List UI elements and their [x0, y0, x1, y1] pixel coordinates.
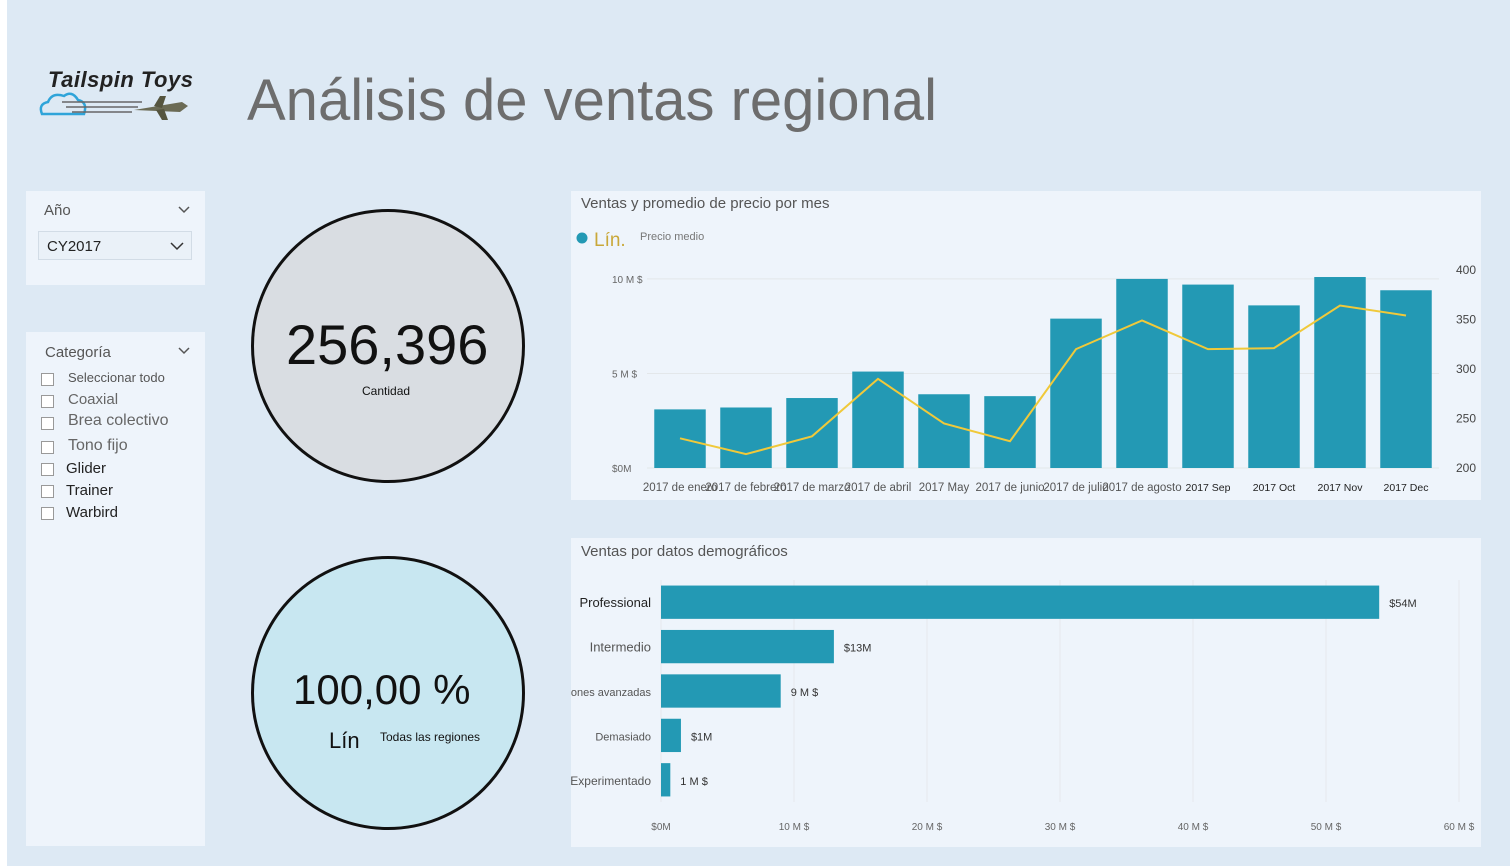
bar: [1050, 318, 1102, 468]
legend-marker-label: Lín.: [594, 230, 626, 251]
demographic-sales-plot: $0M 10 M $ 20 M $ 30 M $ 40 M $ 50 M $ 60 M $ P…: [571, 580, 1475, 833]
x-axis-tick: 2017 Sep: [1186, 482, 1231, 494]
checkbox-icon[interactable]: [41, 507, 54, 520]
percent-label: Todas las regiones: [380, 730, 481, 744]
checkbox-icon[interactable]: [41, 373, 54, 386]
right-axis-tick: 200: [1456, 461, 1476, 475]
quantity-value: 256,396: [286, 313, 489, 376]
y-axis-label: Experimentado: [571, 774, 651, 788]
x-axis-tick: 40 M $: [1178, 822, 1209, 833]
x-axis-tick: 2017 May: [919, 482, 970, 494]
right-axis-tick: 250: [1456, 411, 1476, 425]
bar: [1248, 305, 1300, 468]
x-axis-tick: 2017 de enero: [643, 482, 717, 494]
x-axis-tick: 2017 Nov: [1318, 482, 1364, 494]
category-item-label: Seleccionar todo: [68, 370, 165, 385]
bar: [918, 394, 970, 468]
x-axis-tick: 2017 de agosto: [1102, 482, 1181, 494]
bar: [720, 407, 772, 468]
bar: [661, 674, 781, 708]
category-item-label: Glider: [66, 460, 107, 477]
left-axis-tick: 5 M $: [612, 369, 637, 380]
category-slicer-title: Categoría: [45, 344, 111, 361]
chevron-down-icon[interactable]: [176, 201, 192, 217]
category-item-label: Trainer: [66, 482, 113, 499]
category-item-label: Tono fijo: [68, 437, 128, 454]
data-label: $54M: [1389, 598, 1417, 610]
right-axis-tick: 300: [1456, 362, 1476, 376]
year-dropdown-value: CY2017: [47, 238, 102, 255]
left-axis-tick: 10 M $: [612, 275, 643, 286]
legend-marker-icon: [576, 232, 588, 244]
bar: [786, 398, 838, 468]
x-axis-tick: 2017 Dec: [1384, 482, 1429, 494]
bar: [661, 629, 834, 664]
checkbox-icon[interactable]: [41, 441, 54, 454]
data-label: 1 M $: [680, 776, 708, 788]
data-label: 9 M $: [791, 687, 819, 699]
category-item-label: Warbird: [66, 504, 118, 521]
x-axis-tick: 60 M $: [1444, 822, 1475, 833]
percent-value: 100,00 %: [293, 666, 471, 713]
demographic-chart-title: Ventas por datos demográficos: [581, 543, 788, 560]
bar: [984, 396, 1036, 468]
x-axis-tick: $0M: [651, 822, 670, 833]
year-slicer-title: Año: [44, 202, 71, 219]
checkbox-icon[interactable]: [41, 485, 54, 498]
chevron-down-icon[interactable]: [176, 342, 192, 358]
logo-text: Tailspin Toys: [48, 67, 194, 92]
checkbox-icon[interactable]: [41, 395, 54, 408]
bar: [661, 718, 681, 753]
y-axis-label: Demasiado: [595, 731, 651, 743]
quantity-label: Cantidad: [362, 384, 411, 398]
year-dropdown[interactable]: CY2017: [38, 231, 192, 260]
x-axis-tick: 30 M $: [1045, 822, 1076, 833]
x-axis-tick: 2017 de febrero: [705, 482, 786, 494]
percent-series-label: Lín: [329, 728, 360, 753]
x-axis-tick: 2017 de junio: [975, 482, 1044, 494]
y-axis-label: Intermedio: [590, 640, 651, 655]
legend-series-label: Precio medio: [640, 231, 705, 243]
bar: [852, 371, 904, 468]
percent-card: [251, 556, 525, 830]
x-axis-tick: 2017 Oct: [1253, 482, 1296, 494]
monthly-chart-title: Ventas y promedio de precio por mes: [581, 195, 830, 212]
x-axis-tick: 50 M $: [1311, 822, 1342, 833]
data-label: $13M: [844, 643, 872, 655]
x-axis-tick: 20 M $: [912, 822, 943, 833]
chevron-down-icon: [170, 242, 184, 251]
quantity-card: [251, 209, 525, 483]
checkbox-icon[interactable]: [41, 417, 54, 430]
right-axis-tick: 400: [1456, 263, 1476, 277]
checkbox-icon[interactable]: [41, 463, 54, 476]
monthly-sales-plot: $0M 5 M $ 10 M $ 200 250 300 350 400 2017 de ene…: [612, 263, 1476, 494]
bar: [1182, 284, 1234, 468]
tailspin-logo: [39, 92, 188, 120]
page-title: Análisis de ventas regional: [247, 68, 937, 133]
left-axis-tick: $0M: [612, 464, 631, 475]
right-axis-tick: 350: [1456, 312, 1476, 326]
x-axis-tick: 2017 de abril: [845, 482, 912, 494]
y-axis-label: Professional: [579, 595, 651, 610]
data-label: $1M: [691, 731, 712, 743]
category-item-label: Coaxial: [68, 391, 119, 408]
bar: [661, 585, 1380, 619]
x-axis-tick: 2017 de marzo: [774, 482, 851, 494]
y-axis-label: Opciones avanzadas: [571, 687, 651, 699]
category-slicer: [26, 332, 205, 846]
x-axis-tick: 2017 de julio: [1043, 482, 1108, 494]
x-axis-tick: 10 M $: [779, 822, 810, 833]
bar: [661, 763, 671, 797]
category-item-label: Brea colectivo: [68, 412, 169, 429]
average-price-line: [679, 304, 1407, 456]
bar: [1116, 278, 1168, 468]
bar: [1380, 290, 1432, 468]
